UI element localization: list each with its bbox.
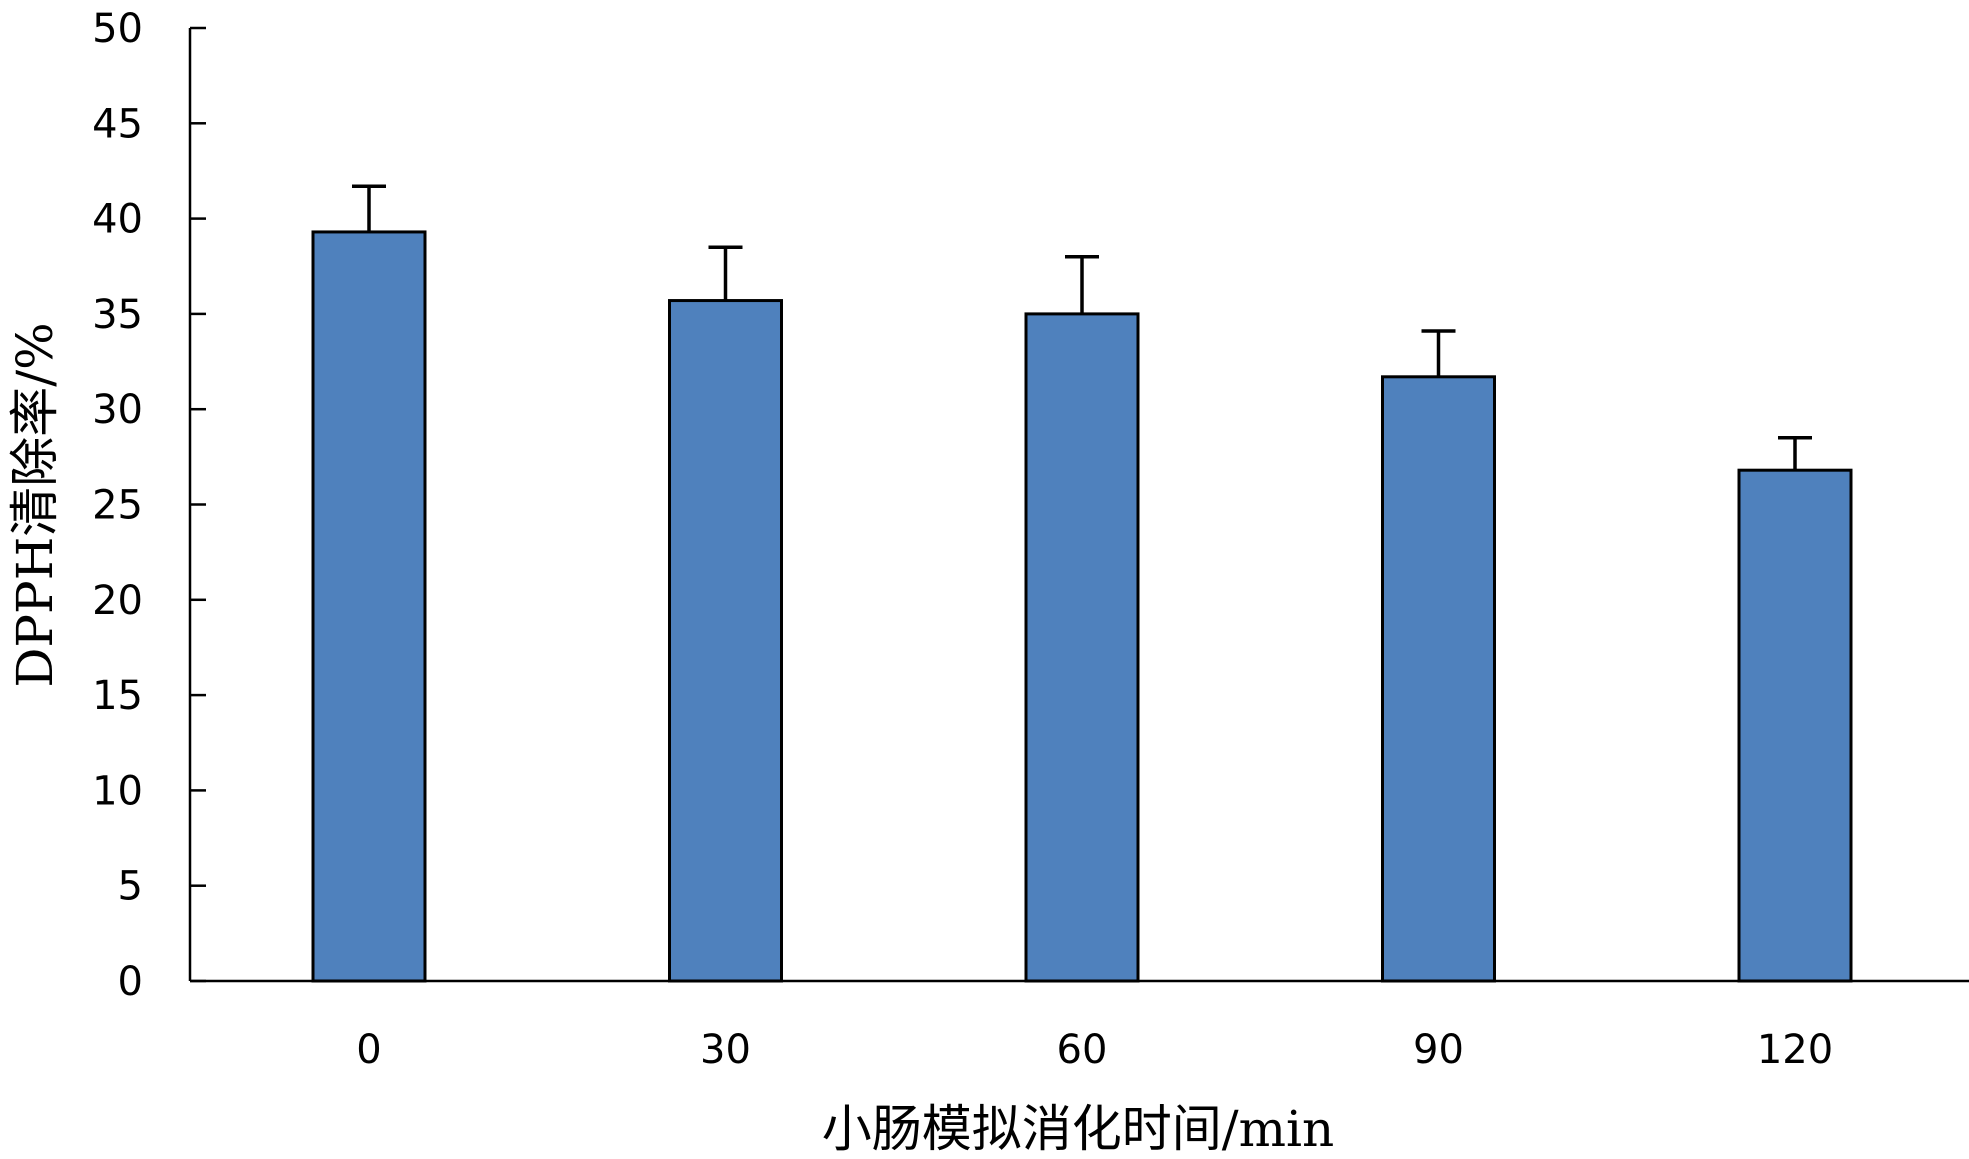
x-tick-label: 120 — [1757, 1027, 1833, 1073]
x-tick-label: 90 — [1413, 1027, 1464, 1073]
x-axis-title: 小肠模拟消化时间/min — [822, 1100, 1334, 1158]
y-tick-label: 35 — [92, 292, 143, 338]
y-tick-label: 25 — [92, 483, 143, 529]
y-tick-label: 15 — [92, 673, 143, 719]
y-tick-label: 10 — [92, 768, 143, 814]
x-tick-label: 60 — [1057, 1027, 1108, 1073]
bar — [1737, 468, 1853, 983]
y-ticks-layer: 0 5 10 15 20 25 30 35 40 45 50 — [92, 6, 206, 1005]
y-tick-label: 30 — [92, 387, 143, 433]
bars-layer — [311, 230, 1853, 983]
bar — [1024, 312, 1140, 983]
y-tick-label: 5 — [118, 864, 143, 910]
y-axis-title: DPPH清除率/% — [6, 322, 64, 687]
y-tick-label: 40 — [92, 197, 143, 243]
y-tick-label: 50 — [92, 6, 143, 52]
y-tick-label: 0 — [118, 959, 143, 1005]
y-tick-label: 20 — [92, 578, 143, 624]
bar — [311, 230, 427, 983]
x-tick-label: 0 — [356, 1027, 381, 1073]
x-tick-label: 30 — [700, 1027, 751, 1073]
x-ticks-layer: 0 30 60 90 120 — [356, 1027, 1833, 1073]
bar — [668, 299, 783, 983]
error-bars-layer — [352, 184, 1812, 471]
y-tick-label: 45 — [92, 101, 143, 147]
bar — [1381, 375, 1496, 983]
